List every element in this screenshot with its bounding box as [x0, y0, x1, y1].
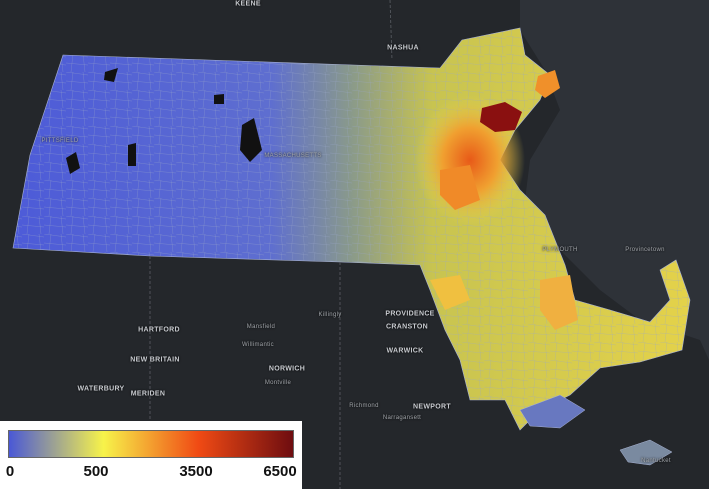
place-label: NASHUA	[387, 44, 419, 52]
place-label: Nantucket	[641, 458, 671, 464]
place-label: MASSACHUSETTS	[264, 153, 322, 159]
place-label: WATERBURY	[77, 385, 125, 393]
lake	[214, 94, 224, 104]
place-label: HARTFORD	[138, 326, 180, 334]
legend-gradient-bar	[8, 430, 294, 458]
marthas-vineyard[interactable]	[519, 394, 586, 429]
place-label: CRANSTON	[386, 323, 428, 331]
place-label: Killingly	[318, 312, 342, 318]
place-label: PITTSFIELD	[41, 138, 79, 144]
legend-label: 0	[5, 463, 15, 480]
nantucket-island[interactable]	[619, 439, 673, 466]
place-label: WARWICK	[386, 347, 424, 355]
place-label: PLYMOUTH	[542, 247, 578, 253]
place-label: Mansfield	[246, 324, 276, 330]
lake	[66, 152, 80, 174]
quincy-area[interactable]	[440, 165, 480, 210]
nh-vt-border	[389, 0, 393, 61]
place-label: PROVIDENCE	[385, 310, 435, 318]
brockton-area[interactable]	[430, 275, 470, 310]
place-label: NEWPORT	[413, 403, 451, 411]
legend-label: 3500	[179, 463, 213, 480]
legend-label: 500	[83, 463, 109, 480]
town-boundaries	[13, 28, 690, 430]
place-label: Provincetown	[625, 247, 665, 253]
place-label: Willimantic	[242, 342, 274, 348]
lake	[104, 68, 118, 82]
place-label: Narragansett	[382, 415, 422, 421]
lynn-hotspot[interactable]	[480, 102, 522, 132]
place-label: Richmond	[349, 403, 379, 409]
place-label: MERIDEN	[130, 390, 166, 398]
place-label: NEW BRITAIN	[130, 356, 180, 364]
color-scale-legend: 0 500 3500 6500	[0, 421, 302, 489]
place-label: NORWICH	[268, 365, 306, 373]
quabbin-reservoir	[240, 118, 262, 162]
lake	[128, 143, 136, 166]
place-label: Montville	[264, 380, 292, 386]
plymouth-area[interactable]	[540, 275, 578, 330]
gloucester-area[interactable]	[535, 70, 560, 98]
place-label: KEENE	[235, 0, 261, 8]
legend-label: 6500	[263, 463, 297, 480]
